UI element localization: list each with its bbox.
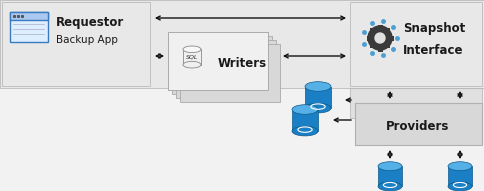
Ellipse shape: [292, 126, 318, 136]
FancyBboxPatch shape: [183, 49, 201, 65]
FancyBboxPatch shape: [448, 166, 472, 186]
Text: Writers: Writers: [218, 57, 267, 70]
Circle shape: [368, 26, 392, 50]
FancyBboxPatch shape: [10, 12, 48, 20]
Text: Requestor: Requestor: [56, 15, 124, 28]
FancyBboxPatch shape: [292, 109, 318, 131]
Ellipse shape: [183, 46, 201, 53]
Text: Providers: Providers: [386, 120, 450, 133]
FancyBboxPatch shape: [168, 32, 268, 90]
FancyBboxPatch shape: [2, 2, 150, 86]
FancyBboxPatch shape: [172, 36, 272, 94]
Ellipse shape: [292, 105, 318, 114]
Ellipse shape: [378, 182, 402, 191]
FancyBboxPatch shape: [355, 103, 482, 145]
Text: Backup App: Backup App: [56, 35, 118, 45]
Text: SQL: SQL: [186, 54, 198, 60]
Ellipse shape: [305, 103, 331, 113]
Ellipse shape: [183, 61, 201, 68]
FancyBboxPatch shape: [305, 87, 331, 108]
FancyBboxPatch shape: [370, 43, 375, 48]
Ellipse shape: [378, 162, 402, 171]
FancyBboxPatch shape: [378, 166, 402, 186]
Text: Interface: Interface: [403, 44, 464, 57]
Ellipse shape: [448, 182, 472, 191]
FancyBboxPatch shape: [176, 40, 276, 98]
FancyBboxPatch shape: [389, 36, 393, 40]
FancyBboxPatch shape: [180, 44, 280, 102]
FancyBboxPatch shape: [378, 46, 382, 52]
FancyBboxPatch shape: [370, 28, 375, 33]
Ellipse shape: [448, 162, 472, 171]
Ellipse shape: [305, 82, 331, 91]
FancyBboxPatch shape: [350, 2, 482, 86]
FancyBboxPatch shape: [0, 0, 484, 88]
FancyBboxPatch shape: [350, 88, 482, 118]
FancyBboxPatch shape: [366, 36, 372, 40]
FancyBboxPatch shape: [378, 24, 382, 29]
Circle shape: [375, 33, 385, 43]
FancyBboxPatch shape: [10, 12, 48, 42]
Text: Snapshot: Snapshot: [403, 22, 465, 35]
FancyBboxPatch shape: [385, 28, 390, 33]
FancyBboxPatch shape: [385, 43, 390, 48]
